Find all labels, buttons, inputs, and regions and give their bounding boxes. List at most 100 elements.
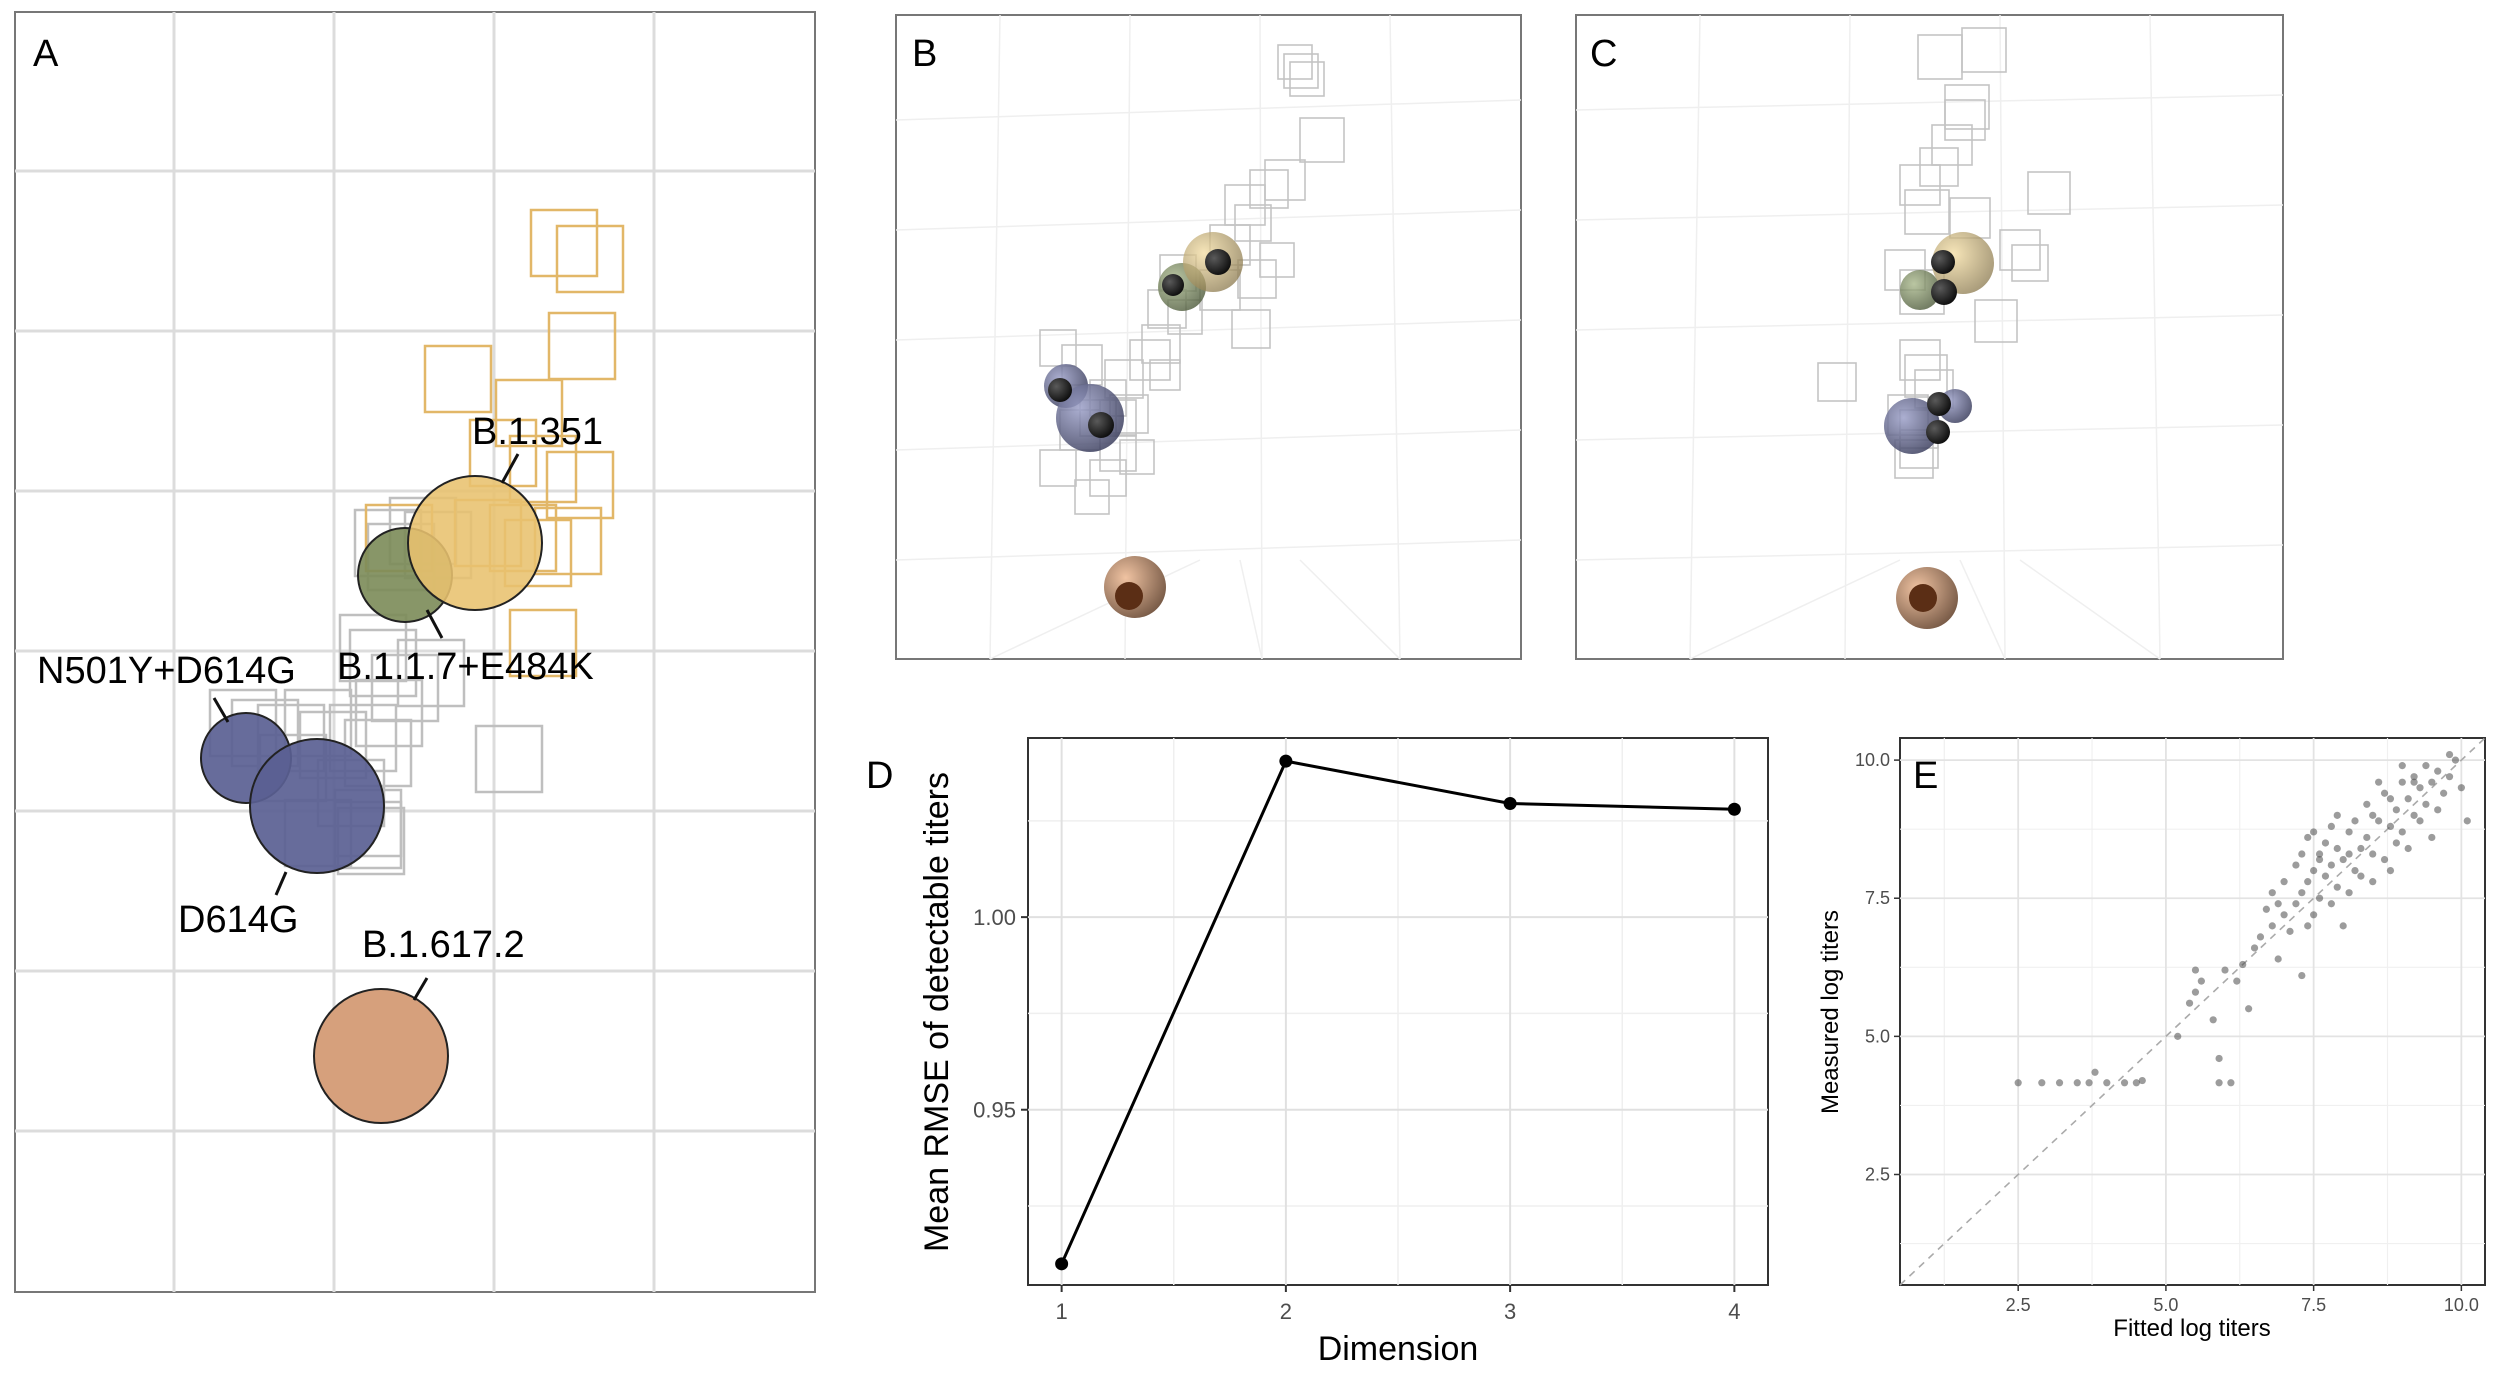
panel-e-point [2386, 795, 2395, 803]
panel-e-point [2274, 955, 2282, 963]
panel-d-grid [1028, 738, 1768, 1285]
panel-e-point [2215, 1054, 2223, 1063]
panel-d-ylabel: Mean RMSE of detectable titers [918, 772, 956, 1252]
panel-e-point [2304, 922, 2312, 930]
panel-e-point [2262, 905, 2270, 913]
panel-e-point [2369, 878, 2377, 886]
c-dot-3 [1927, 392, 1951, 416]
panel-e-point [2315, 850, 2324, 858]
c-dot-2 [1931, 279, 1957, 305]
panel-e-point [2268, 889, 2276, 897]
panel-c: C [1575, 14, 2284, 660]
panel-e-point [2245, 1005, 2253, 1013]
panel-c-letter: C [1590, 33, 1617, 75]
panel-e-point [2445, 773, 2454, 781]
antigen-d614g [249, 738, 385, 874]
panel-e-reference-line [1899, 737, 2486, 1286]
c-dot-1 [1931, 250, 1955, 274]
panel-e-point [2422, 762, 2430, 770]
label-d614g: D614G [178, 899, 298, 941]
panel-e-point [2256, 933, 2265, 941]
panel-e-point [2333, 811, 2341, 819]
panel-e-point [2410, 811, 2418, 819]
panel-e-point [2386, 867, 2395, 875]
b-dot-3 [1048, 378, 1072, 402]
c-dot-5 [1909, 584, 1937, 612]
panel-e-point [2345, 889, 2353, 897]
panel-d-point [1055, 1257, 1069, 1271]
panel-e-point [2091, 1068, 2099, 1076]
panel-e-point [2357, 872, 2365, 880]
panel-e-point [2345, 828, 2353, 836]
panel-e-point [2398, 762, 2406, 770]
panel-d: 1 2 3 4 0.95 1.00 Dimension Mean RMSE of dete… [866, 737, 1769, 1368]
panel-e-point [2375, 778, 2383, 786]
panel-e-point [2310, 867, 2318, 875]
panel-d-xtick-label: 4 [1728, 1299, 1740, 1324]
panel-e-point [2310, 911, 2318, 919]
panel-e-point [2398, 778, 2406, 786]
panel-d-series-line [1060, 759, 1735, 1265]
panel-e-point [2292, 861, 2300, 869]
panel-e-point [2434, 767, 2442, 775]
panel-e-point [2339, 922, 2347, 930]
panel-e-marks [1899, 737, 2486, 1286]
panel-e-ytick-label: 7.5 [1865, 888, 1890, 908]
panel-e-point [2221, 966, 2229, 974]
panel-d-xlabel: Dimension [1318, 1330, 1479, 1368]
panel-e-point [2351, 817, 2359, 825]
label-b16172: B.1.617.2 [362, 924, 525, 966]
panel-e-point [2298, 971, 2306, 980]
panel-e-point [2304, 833, 2312, 842]
panel-e-point [2209, 1016, 2217, 1024]
panel-d-point [1503, 796, 1517, 810]
panel-d-point [1727, 802, 1741, 816]
panel-e-point [2315, 855, 2324, 864]
panel-e-point [2103, 1079, 2111, 1087]
panel-e-point [2138, 1076, 2146, 1085]
panel-a-letter: A [33, 33, 59, 75]
panel-e-point [2055, 1079, 2064, 1087]
panel-d-marks [1055, 754, 1741, 1271]
panel-e-letter: E [1913, 755, 1938, 797]
panel-a-grid [15, 12, 815, 1292]
b-dot-1 [1162, 274, 1184, 296]
panel-e-point [2357, 844, 2365, 853]
label-b117e484k: B.1.1.7+E484K [337, 646, 594, 688]
panel-e-xtick-label: 7.5 [2301, 1295, 2326, 1315]
panel-e-point [2428, 778, 2436, 786]
panel-d-point [1279, 754, 1293, 768]
panel-e-point [2185, 999, 2194, 1007]
panel-e-point [2416, 817, 2424, 825]
panel-e-point [2333, 844, 2341, 853]
panel-e-point [2416, 784, 2424, 792]
panel-d-ytick-label: 0.95 [973, 1098, 1016, 1123]
panel-e-point [2327, 822, 2335, 831]
panel-e-point [2434, 806, 2442, 814]
b-dot-5 [1115, 582, 1143, 610]
panel-e-point [2292, 900, 2300, 908]
c-sphere-b1351 [1932, 232, 1994, 294]
panel-e-point [2268, 922, 2276, 930]
c-sphere-d614g [1884, 398, 1940, 454]
panel-e-point [2440, 789, 2448, 797]
panel-e-point [2451, 756, 2460, 764]
label-b1351: B.1.351 [472, 411, 603, 453]
panel-e-point [2422, 800, 2430, 808]
panel-e-point [2457, 784, 2465, 792]
panel-c-frame [1575, 14, 2284, 660]
panel-e-point [2380, 789, 2389, 797]
panel-e-xtick-label: 5.0 [2153, 1295, 2178, 1315]
panel-e-point [2280, 911, 2288, 919]
panel-e-point [2174, 1032, 2182, 1040]
panel-e-point [2345, 850, 2353, 858]
panel-e-point [2120, 1079, 2129, 1087]
panel-e-point [2215, 1079, 2223, 1087]
panel-e-point [2369, 850, 2377, 858]
b-dot-4 [1088, 412, 1114, 438]
panel-e-point [2333, 883, 2341, 891]
panel-e-point [2085, 1079, 2093, 1087]
c-sphere-b117e484k [1900, 270, 1940, 310]
panel-e-point [2410, 773, 2418, 781]
panel-e-point [2321, 839, 2330, 847]
